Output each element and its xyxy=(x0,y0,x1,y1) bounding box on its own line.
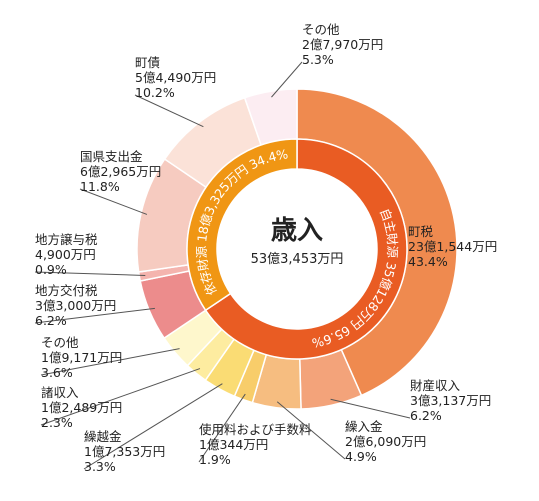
outer-slice-label-10: 町債 5億4,490万円 10.2% xyxy=(135,55,216,100)
outer-slice-label-3: 使用料および手数料 1億344万円 1.9% xyxy=(199,422,312,467)
leader-line-10 xyxy=(134,94,204,128)
outer-slice-label-7: 地方交付税 3億3,000万円 6.2% xyxy=(35,283,116,328)
leader-line-5 xyxy=(40,368,201,426)
leader-line-9 xyxy=(79,188,148,215)
outer-slice-label-2: 繰入金 2億6,090万円 4.9% xyxy=(345,419,426,464)
inner-ring xyxy=(186,138,408,360)
outer-slice-label-11: その他 2億7,970万円 5.3% xyxy=(302,22,383,67)
leader-lines xyxy=(34,61,411,470)
leader-line-7 xyxy=(34,307,155,324)
leader-line-2 xyxy=(276,401,346,460)
outer-slice-label-4: 繰越金 1億7,353万円 3.3% xyxy=(84,429,165,474)
leader-line-8 xyxy=(34,271,146,276)
inner-slice-0 xyxy=(204,138,408,360)
leader-line-6 xyxy=(40,348,180,376)
outer-slice-label-0: 町税 23億1,544万円 43.4% xyxy=(408,224,497,269)
outer-slice-label-8: 地方譲与税 4,900万円 0.9% xyxy=(35,232,98,277)
outer-slice-label-6: その他 1億9,171万円 3.6% xyxy=(41,335,122,380)
outer-slice-label-5: 諸収入 1億2,489万円 2.3% xyxy=(41,385,122,430)
leader-line-4 xyxy=(83,383,223,470)
leader-line-1 xyxy=(330,398,411,419)
category-labels: 町税 23億1,544万円 43.4% 財産収入 3億3,137万円 6.2%繰入金 2億6… xyxy=(35,22,497,474)
leader-line-3 xyxy=(198,393,246,463)
chart-title: 歳入 xyxy=(271,216,323,246)
inner-slice-1 xyxy=(186,138,298,312)
chart-total: 53億3,453万円 xyxy=(251,251,344,267)
outer-slice-label-9: 国県支出金 6億2,965万円 11.8% xyxy=(80,149,161,194)
leader-line-11 xyxy=(271,61,303,98)
outer-slice-label-1: 財産収入 3億3,137万円 6.2% xyxy=(410,378,491,423)
